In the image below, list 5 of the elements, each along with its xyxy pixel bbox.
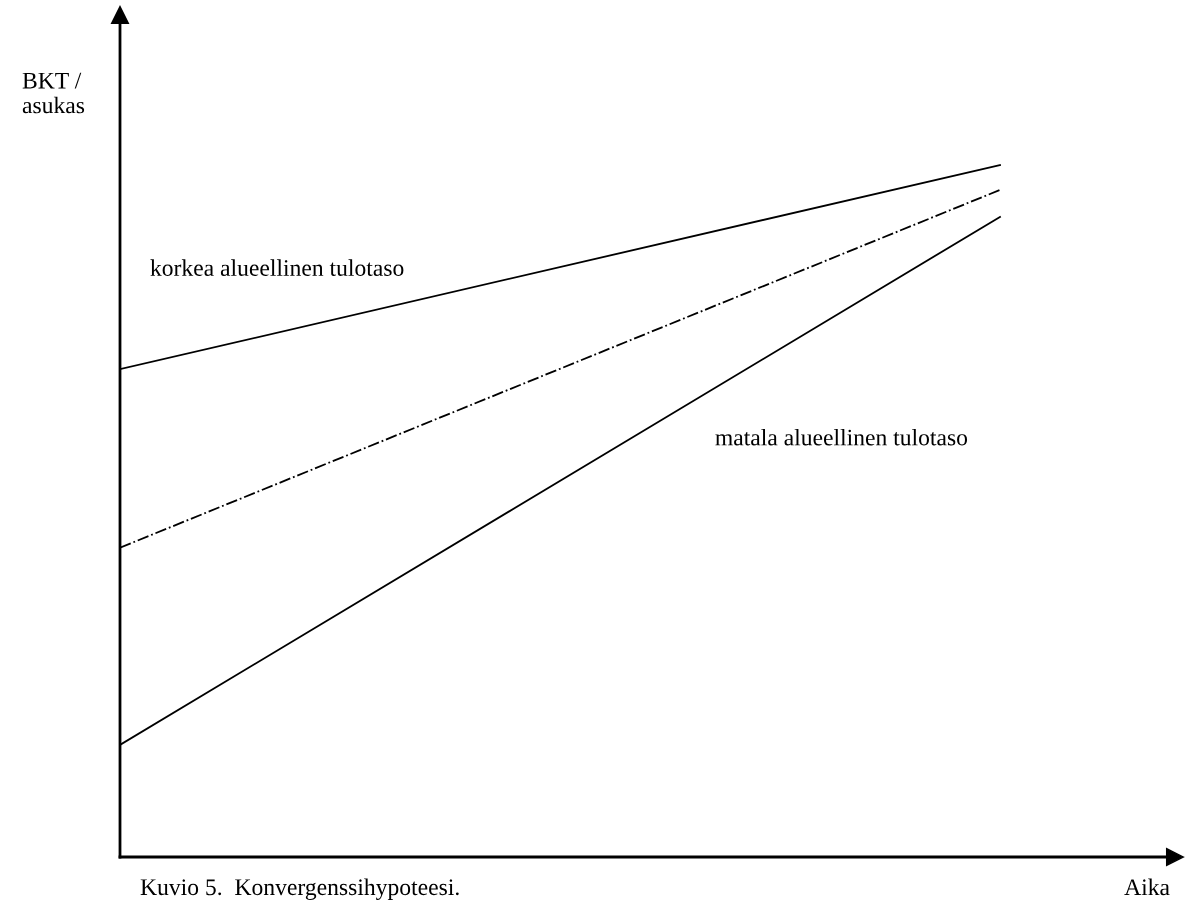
series-label: korkea alueellinen tulotaso	[150, 259, 404, 276]
y-axis-title: BKT / asukas	[22, 72, 85, 114]
series-label: matala alueellinen tulotaso	[715, 428, 968, 446]
x-axis-title: Aika	[1124, 878, 1170, 896]
text: Kuvio 5. Konvergenssihypoteesi.	[140, 878, 459, 900]
